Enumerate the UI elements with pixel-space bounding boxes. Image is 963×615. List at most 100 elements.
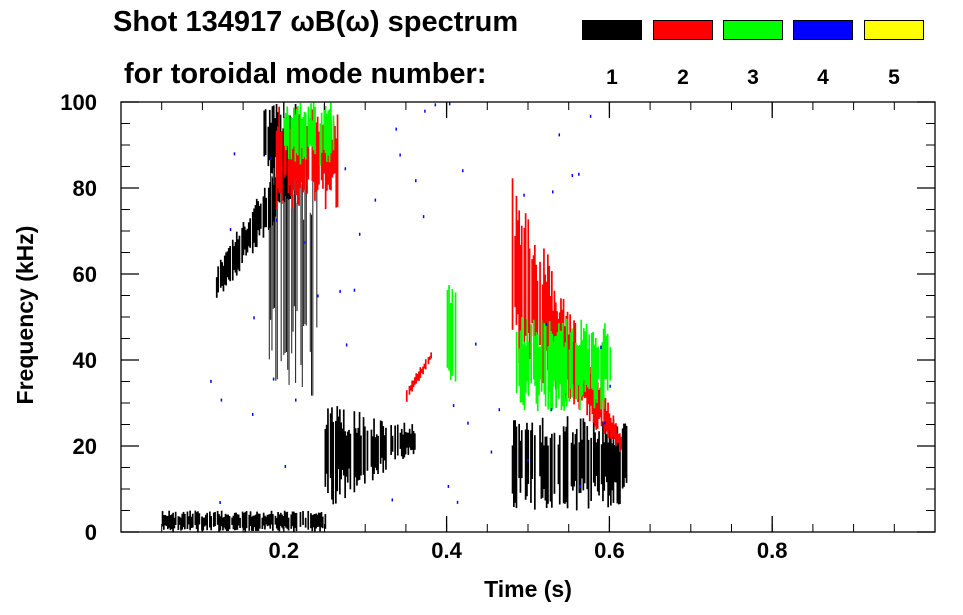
legend-label-mode-1: 1 [606,66,618,89]
x-tick-label: 0.4 [431,538,462,563]
spectral-streak [195,512,198,530]
spectral-streak [530,324,532,384]
spectral-streak [161,511,164,527]
spectral-streak [531,259,533,324]
spectral-streak [214,512,216,527]
spectral-point [475,342,477,346]
spectral-streak [316,116,319,190]
spectral-streak [511,178,514,330]
spectral-streak [348,429,350,469]
spectral-streak [342,409,345,476]
spectral-streak [244,512,247,532]
spectral-streak [554,336,556,381]
spectral-point [552,190,554,194]
spectral-streak [595,380,598,430]
spectral-point [317,294,319,298]
spectral-streak [188,516,190,525]
spectral-streak [328,109,331,163]
spectral-streak [167,516,169,530]
spectral-streak [377,435,379,474]
spectral-streak [408,386,411,395]
spectral-streak [274,515,277,525]
spectral-streak [165,515,168,527]
spectral-point [604,421,606,425]
spectral-point [448,102,451,106]
spectral-streak [233,512,236,531]
spectral-streak [254,514,257,531]
spectral-streak [304,112,307,160]
spectral-streak [583,328,585,381]
spectral-streak [266,514,269,527]
spectral-streak [564,342,567,393]
spectral-streak [354,428,357,478]
spectral-streak [583,421,586,484]
spectral-streak [520,430,523,479]
spectral-streak [290,137,292,196]
spectral-point [490,450,493,454]
spectral-streak [606,333,609,391]
spectral-streak [177,516,180,530]
spectral-streak [253,208,255,243]
spectral-streak [255,198,258,248]
spectral-streak [299,512,302,527]
spectral-streak [327,110,330,156]
spectral-streak [521,317,523,403]
spectral-streak [197,511,199,532]
spectral-streak [241,227,243,263]
spectral-streak [587,349,589,388]
spectral-streak [232,515,235,530]
spectral-streak [411,380,413,392]
spectral-streak [571,328,573,398]
spectral-streak [604,323,606,380]
spectral-streak [201,516,203,531]
spectral-streak [582,418,585,491]
spectral-point [295,398,297,402]
spectral-streak [539,346,542,380]
spectral-streak [236,514,239,530]
spectral-streak [547,445,549,504]
spectral-point [527,458,529,462]
region-n3-mid [446,285,457,382]
spectral-point [345,343,348,347]
spectral-streak [297,106,299,156]
spectral-streak [287,178,289,370]
spectral-streak [534,244,536,364]
spectral-streak [594,432,596,487]
spectral-streak [251,516,253,531]
spectral-streak [264,109,267,155]
spectral-streak [170,514,173,529]
spectral-streak [340,422,342,480]
spectral-streak [541,284,544,384]
spectral-streak [578,442,581,494]
spectral-streak [262,196,265,238]
spectral-streak [321,516,324,529]
spectral-point [284,464,287,468]
spectral-streak [584,331,586,392]
spectral-streak [265,197,267,228]
spectral-streak [288,129,291,186]
spectral-streak [302,137,304,193]
spectral-streak [311,214,312,396]
spectral-streak [184,513,186,530]
spectral-streak [258,205,261,236]
spectral-streak [314,514,316,532]
spectral-streak [301,180,303,387]
spectral-streak [448,285,450,371]
y-tick-label: 0 [85,520,97,545]
spectral-streak [406,432,408,448]
spectral-streak [528,248,531,359]
spectral-point [399,153,401,157]
spectral-streak [226,251,229,278]
spectral-streak [552,310,554,358]
spectral-streak [267,126,270,167]
y-tick-label: 80 [73,176,97,201]
spectral-streak [592,332,594,390]
spectral-streak [563,346,565,411]
spectral-streak [323,103,326,150]
spectral-streak [573,320,575,405]
spectral-streak [272,105,275,168]
spectral-streak [330,102,332,154]
spectral-streak [619,441,621,504]
chart-title: Shot 134917 ωB(ω) spectrum [113,6,519,38]
spectral-streak [568,349,571,402]
